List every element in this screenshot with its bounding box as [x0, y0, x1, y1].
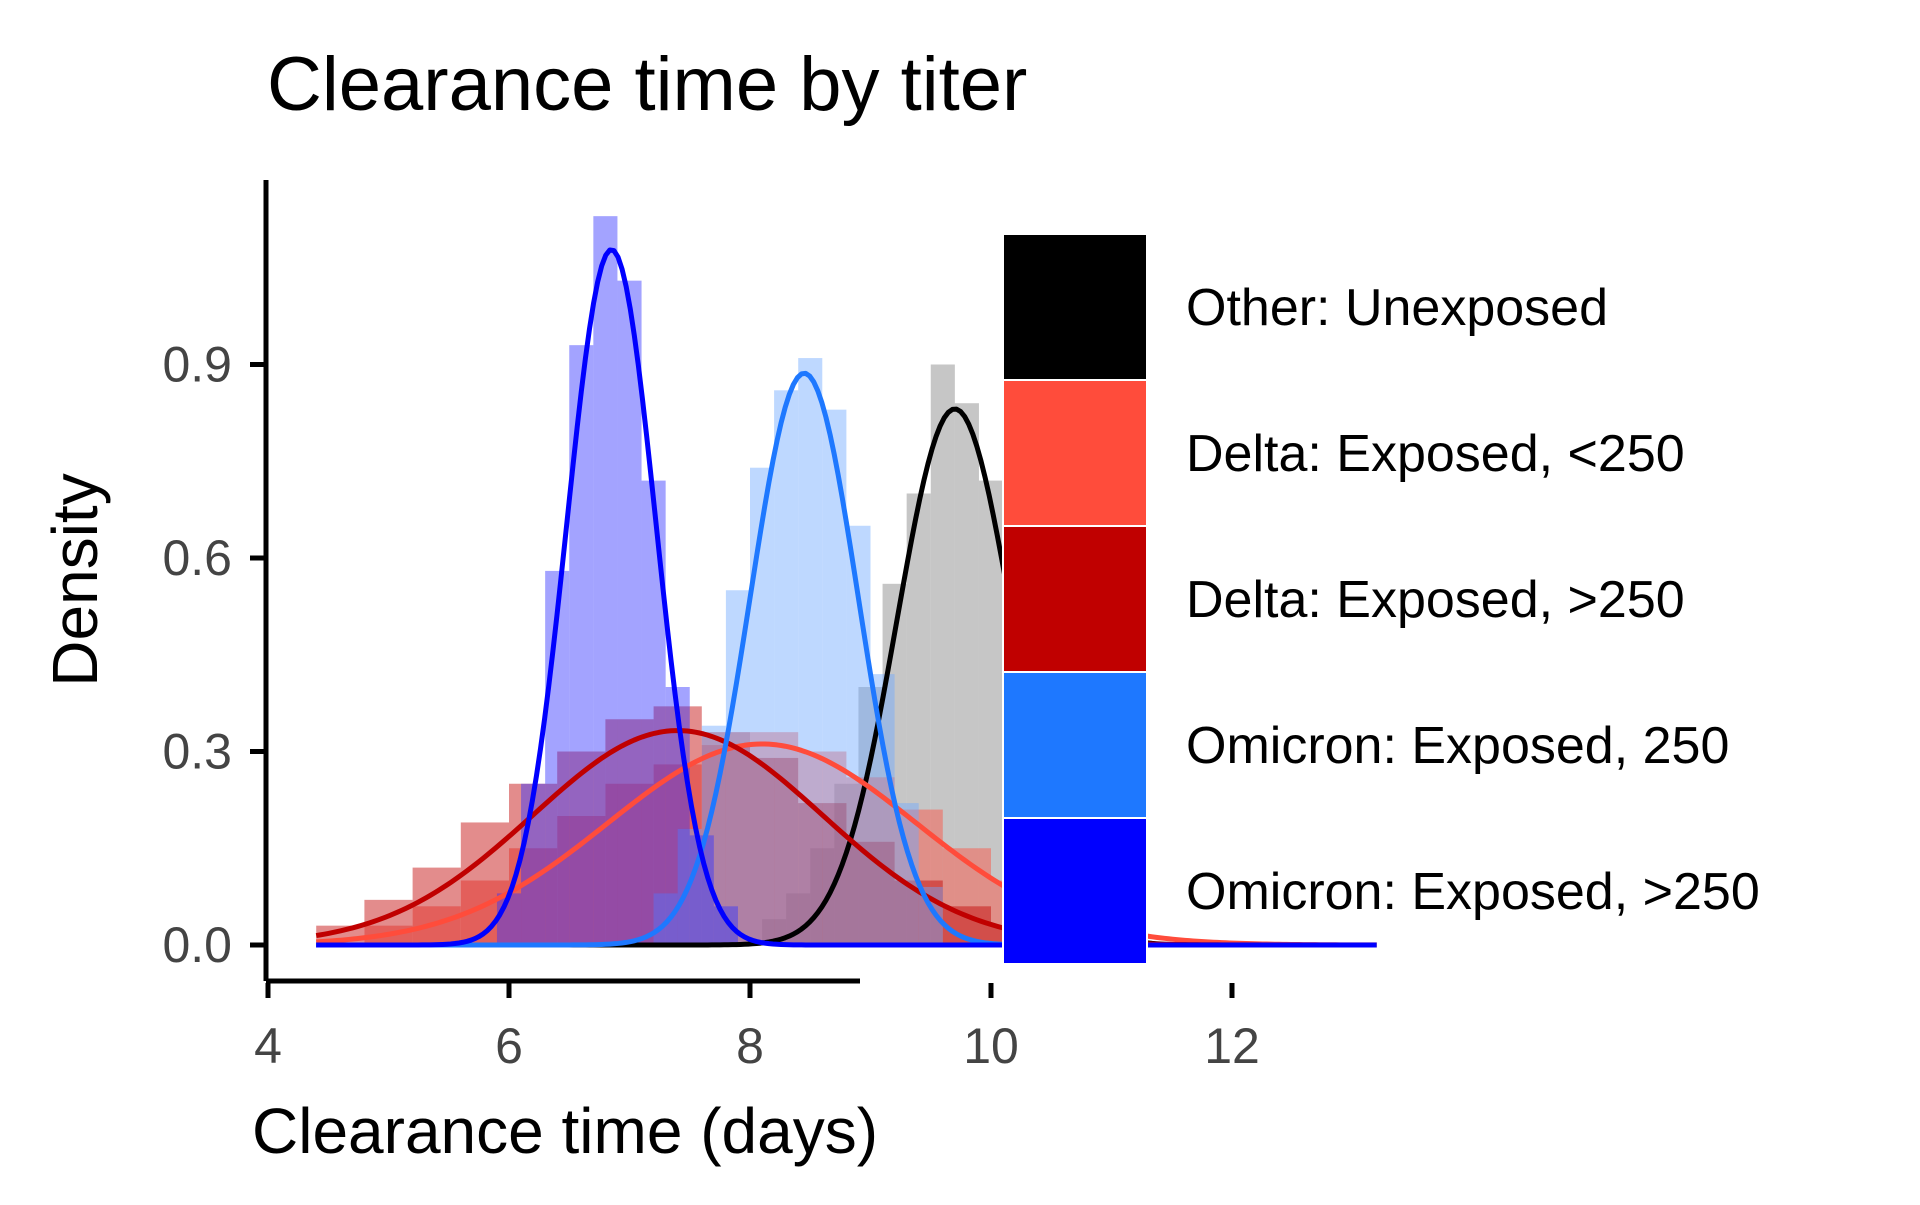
x-tick-label: 6 [495, 1018, 523, 1074]
histogram-4 [496, 216, 738, 945]
legend-key [1002, 671, 1148, 819]
chart-title: Clearance time by titer [267, 42, 1027, 127]
histogram-1 [364, 732, 1136, 945]
legend-label: Other: Unexposed [1186, 279, 1608, 337]
y-axis-label: Density [39, 473, 111, 686]
legend-entry: Omicron: Exposed, >250 [1002, 817, 1760, 965]
axes [263, 180, 860, 984]
histogram-bar [798, 751, 847, 945]
x-tick-label: 10 [963, 1018, 1019, 1074]
histogram-bar [798, 358, 823, 945]
legend-entry: Delta: Exposed, >250 [1002, 525, 1685, 673]
histogram-bar [774, 390, 799, 945]
legend: Other: Unexposed Delta: Exposed, <250 Delt… [1002, 233, 1760, 965]
y-tick-label: 0.6 [162, 530, 232, 586]
histogram-bar [557, 816, 606, 945]
y-tick-label: 0.9 [162, 337, 232, 393]
histogram-bar [653, 764, 702, 945]
histogram-bar [569, 345, 594, 945]
legend-label: Omicron: Exposed, 250 [1186, 717, 1729, 775]
legend-entry: Other: Unexposed [1002, 233, 1608, 381]
histogram-bar [701, 745, 750, 945]
histogram-bar [725, 590, 750, 945]
histogram-bar [834, 783, 859, 945]
legend-key [1002, 525, 1148, 673]
legend-key [1002, 379, 1148, 527]
histogram-bar [713, 906, 738, 945]
histogram-bar [906, 493, 931, 945]
x-tick-label: 8 [736, 1018, 764, 1074]
legend-label: Omicron: Exposed, >250 [1186, 863, 1760, 921]
histogram-bar [750, 467, 775, 945]
histogram-bar [617, 280, 642, 945]
x-tick-label: 4 [254, 1018, 282, 1074]
histogram-bar [605, 783, 654, 945]
density-curve-4 [316, 247, 1377, 948]
histogram-bar [750, 732, 799, 945]
histogram-bar [496, 893, 522, 945]
y-tick-label: 0.0 [162, 917, 232, 973]
density-curve-1 [316, 741, 1377, 948]
legend-entry: Delta: Exposed, <250 [1002, 379, 1685, 527]
legend-entry: Omicron: Exposed, 250 [1002, 671, 1729, 819]
histogram-bar [653, 893, 678, 945]
legend-key [1002, 817, 1148, 965]
histogram-bar [641, 480, 666, 945]
legend-label: Delta: Exposed, >250 [1186, 571, 1685, 629]
x-tick-label: 12 [1204, 1018, 1260, 1074]
legend-key [1002, 233, 1148, 381]
legend-label: Delta: Exposed, <250 [1186, 425, 1685, 483]
histogram-bar [870, 674, 895, 945]
x-axis-label: Clearance time (days) [252, 1095, 878, 1167]
histogram-bar [605, 719, 654, 945]
y-tick-label: 0.3 [162, 724, 232, 780]
histogram-bar [593, 216, 618, 945]
plot-area [315, 216, 1377, 948]
histogram-bar [846, 777, 895, 945]
histogram-bar [701, 732, 750, 945]
ticks: 4 6 8 10 12 0.0 0.3 0.6 0.9 [162, 337, 1259, 1075]
